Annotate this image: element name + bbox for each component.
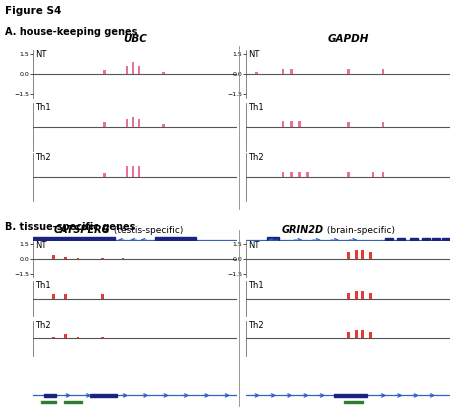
Bar bbox=[306, 172, 309, 177]
Bar bbox=[52, 294, 55, 298]
Text: Th2: Th2 bbox=[35, 153, 51, 162]
Bar bbox=[132, 166, 134, 177]
Bar bbox=[121, 258, 124, 259]
Bar bbox=[41, 401, 55, 403]
Bar bbox=[138, 166, 140, 177]
Bar bbox=[45, 394, 55, 397]
Text: Figure S4: Figure S4 bbox=[5, 6, 61, 16]
Text: NT: NT bbox=[248, 50, 260, 59]
Text: GAPDH: GAPDH bbox=[328, 34, 369, 44]
Bar bbox=[361, 331, 364, 339]
Bar bbox=[103, 173, 106, 177]
Bar bbox=[361, 250, 364, 259]
Bar bbox=[101, 294, 104, 298]
Bar bbox=[290, 121, 292, 127]
Bar bbox=[290, 172, 292, 177]
Bar bbox=[347, 69, 350, 75]
Bar bbox=[52, 336, 55, 339]
Text: GRIN2D: GRIN2D bbox=[282, 225, 324, 235]
Bar bbox=[101, 258, 104, 259]
Bar bbox=[372, 172, 374, 177]
Bar bbox=[382, 122, 384, 127]
Text: Th2: Th2 bbox=[248, 153, 264, 162]
Bar bbox=[132, 117, 134, 127]
Bar bbox=[361, 291, 364, 298]
Bar bbox=[370, 332, 372, 339]
Bar bbox=[64, 257, 67, 259]
Bar bbox=[347, 172, 350, 177]
Bar bbox=[382, 172, 384, 177]
Text: NT: NT bbox=[35, 241, 46, 250]
Bar bbox=[282, 69, 284, 75]
Text: B. tissue-specific genes: B. tissue-specific genes bbox=[5, 222, 135, 232]
Bar bbox=[64, 334, 67, 339]
Bar bbox=[103, 122, 106, 127]
Bar bbox=[52, 255, 55, 259]
Bar bbox=[103, 70, 106, 75]
Bar bbox=[126, 119, 128, 127]
Text: Th2: Th2 bbox=[35, 321, 51, 329]
Text: CATSPERG: CATSPERG bbox=[54, 225, 110, 235]
Bar bbox=[77, 336, 79, 339]
Bar bbox=[298, 172, 301, 177]
Bar bbox=[385, 238, 393, 242]
Bar bbox=[263, 247, 340, 251]
Bar bbox=[422, 238, 430, 242]
Text: NT: NT bbox=[35, 50, 46, 59]
Bar bbox=[347, 252, 350, 259]
Text: (brain-specific): (brain-specific) bbox=[324, 226, 395, 235]
Bar bbox=[162, 72, 165, 75]
Text: Th1: Th1 bbox=[248, 103, 264, 111]
Bar bbox=[432, 238, 440, 242]
Bar bbox=[282, 172, 284, 177]
Text: NT: NT bbox=[248, 241, 260, 250]
Bar bbox=[126, 66, 128, 75]
Text: Th2: Th2 bbox=[248, 321, 264, 329]
Bar bbox=[442, 238, 450, 242]
Text: (testis-specific): (testis-specific) bbox=[110, 226, 183, 235]
Bar bbox=[77, 258, 79, 259]
Bar bbox=[410, 238, 418, 242]
Bar bbox=[355, 331, 358, 339]
Bar bbox=[64, 401, 82, 403]
Bar bbox=[298, 121, 301, 127]
Bar bbox=[290, 69, 292, 75]
Bar bbox=[101, 337, 104, 339]
Bar bbox=[370, 252, 372, 259]
Text: Th1: Th1 bbox=[35, 281, 51, 290]
Bar bbox=[132, 62, 134, 75]
Bar bbox=[155, 238, 196, 243]
Bar bbox=[347, 122, 350, 127]
Text: Th1: Th1 bbox=[35, 103, 51, 111]
Bar bbox=[126, 166, 128, 177]
Bar bbox=[267, 238, 279, 243]
Bar bbox=[347, 292, 350, 298]
Bar bbox=[355, 250, 358, 259]
Bar bbox=[370, 292, 372, 298]
Bar bbox=[138, 119, 140, 127]
Bar bbox=[255, 72, 258, 75]
Text: Th1: Th1 bbox=[248, 281, 264, 290]
Bar bbox=[347, 332, 350, 339]
Bar bbox=[138, 66, 140, 75]
Bar bbox=[382, 69, 384, 75]
Bar bbox=[344, 401, 363, 403]
Bar bbox=[355, 291, 358, 298]
Text: A. house-keeping genes: A. house-keeping genes bbox=[5, 27, 137, 37]
Bar bbox=[397, 238, 405, 242]
Bar bbox=[64, 294, 67, 298]
Text: UBC: UBC bbox=[123, 34, 147, 44]
Bar bbox=[90, 394, 117, 397]
Bar bbox=[282, 121, 284, 127]
Bar bbox=[88, 247, 176, 251]
Bar bbox=[33, 238, 115, 243]
Bar bbox=[334, 394, 367, 397]
Bar bbox=[162, 124, 165, 127]
